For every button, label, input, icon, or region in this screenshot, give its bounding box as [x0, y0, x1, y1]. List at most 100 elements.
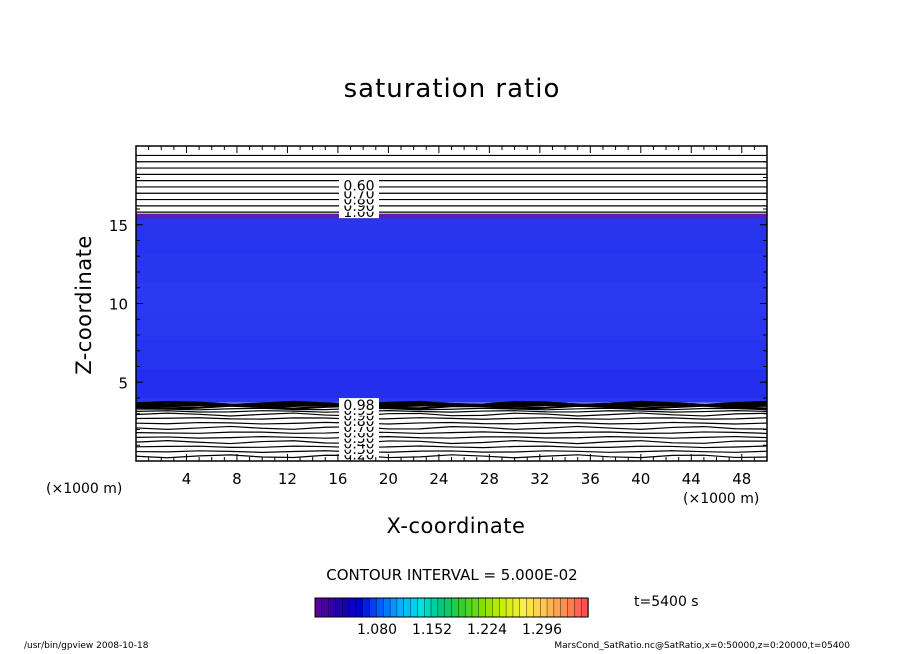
- y-axis-label: Z-coordinate: [72, 235, 96, 375]
- time-label: t=5400 s: [634, 594, 699, 610]
- colorbar-cell: [321, 597, 330, 618]
- colorbar-cell: [560, 597, 569, 618]
- contour-line: [136, 400, 767, 406]
- colorbar-cell: [376, 597, 384, 618]
- x-tick-label: 20: [379, 470, 398, 488]
- y-tick-label: 15: [109, 217, 128, 235]
- colorbar-cell: [526, 597, 535, 618]
- colorbar-cell: [574, 597, 582, 618]
- fill-sub-band: [136, 369, 767, 398]
- contour-line: [136, 421, 767, 425]
- contour-line: [136, 445, 767, 449]
- contour-line: [136, 417, 767, 420]
- colorbar-cell: [335, 597, 344, 618]
- colorbar-cell: [328, 597, 337, 618]
- colorbar-label: 1.296: [522, 622, 562, 638]
- contour-label: 0.60: [343, 178, 374, 194]
- colorbar-cell: [512, 597, 521, 618]
- colorbar-cell: [519, 597, 528, 618]
- contour-label-bg: [339, 398, 379, 412]
- colorbar-cell: [424, 597, 432, 618]
- x-tick-label: 12: [278, 470, 297, 488]
- contour-label-bg: [339, 178, 379, 192]
- x-tick-label: 40: [631, 470, 650, 488]
- fill-sub-band: [136, 311, 767, 341]
- x-tick-label: 16: [328, 470, 347, 488]
- colorbar: 1.080 1.152 1.224 1.296: [314, 597, 589, 638]
- colorbar-cell: [580, 597, 589, 618]
- fill-sub-band: [136, 224, 767, 254]
- colorbar-cell: [369, 597, 378, 618]
- colorbar-cell: [485, 597, 494, 618]
- x-tick-label: 36: [581, 470, 600, 488]
- colorbar-cell: [403, 597, 412, 618]
- colorbar-cell: [314, 597, 323, 618]
- colorbar-cell: [464, 597, 473, 618]
- colorbar-cell: [499, 597, 507, 618]
- x-tick-label: 44: [682, 470, 701, 488]
- colorbar-cell: [451, 597, 460, 618]
- fill-top-edge: [136, 213, 767, 217]
- contour-line: [136, 450, 767, 453]
- x-tick-label: 32: [530, 470, 549, 488]
- contour-line: [136, 425, 767, 431]
- fill-top-edge-2: [136, 216, 767, 220]
- colorbar-cell: [396, 597, 405, 618]
- contour-line: [136, 412, 767, 417]
- colorbar-label: 1.224: [467, 622, 507, 638]
- colorbar-cell: [389, 597, 398, 618]
- x-tick-label: 4: [182, 470, 192, 488]
- colorbar-cell: [492, 597, 500, 618]
- y-tick-label: 10: [109, 296, 128, 314]
- fill-sub-band: [136, 340, 767, 370]
- colorbar-label: 1.080: [357, 622, 397, 638]
- colorbar-cell: [342, 597, 350, 618]
- contour-lines: [136, 154, 767, 459]
- colorbar-cell: [546, 597, 555, 618]
- fill-sub-band: [136, 282, 767, 312]
- x-unit-right: (×1000 m): [683, 491, 760, 507]
- contour-line: [136, 454, 767, 459]
- contour-line: [136, 435, 767, 439]
- colorbar-cell: [410, 597, 419, 618]
- x-tick-label: 8: [232, 470, 242, 488]
- colorbar-cell: [471, 597, 480, 618]
- footer-left: /usr/bin/gpview 2008-10-18: [24, 641, 149, 651]
- contour-line: [136, 431, 767, 435]
- colorbar-cell: [478, 597, 487, 618]
- x-tick-label: 28: [480, 470, 499, 488]
- colorbar-cell: [430, 597, 439, 618]
- contour-interval: CONTOUR INTERVAL = 5.000E-02: [326, 566, 578, 584]
- colorbar-cell: [505, 597, 514, 618]
- footer-right: MarsCond_SatRatio.nc@SatRatio,x=0:50000,…: [554, 641, 850, 651]
- contour-labels: 1.000.900.800.700.600.200.300.400.500.60…: [339, 178, 379, 464]
- colorbar-cell: [383, 597, 391, 618]
- contour-line: [136, 407, 767, 411]
- fill-sub-band: [136, 253, 767, 283]
- x-tick-label: 48: [732, 470, 751, 488]
- contour-line: [136, 409, 767, 413]
- colorbar-cell: [458, 597, 466, 618]
- chart-title: saturation ratio: [343, 74, 561, 104]
- contour-fill: [136, 213, 767, 403]
- colorbar-cell: [437, 597, 446, 618]
- colorbar-label: 1.152: [412, 622, 452, 638]
- colorbar-cell: [444, 597, 453, 618]
- contour-line: [136, 439, 767, 445]
- colorbar-cell: [348, 597, 357, 618]
- y-tick-label: 5: [118, 374, 128, 392]
- colorbar-cell: [355, 597, 364, 618]
- x-unit-left: (×1000 m): [46, 481, 123, 497]
- colorbar-cell: [540, 597, 548, 618]
- colorbar-cell: [533, 597, 541, 618]
- x-tick-label: 24: [429, 470, 448, 488]
- colorbar-cell: [417, 597, 425, 618]
- colorbar-cell: [567, 597, 576, 618]
- contour-label: 0.98: [343, 398, 374, 414]
- colorbar-cell: [362, 597, 371, 618]
- colorbar-frame: [314, 597, 589, 618]
- colorbar-cell: [553, 597, 562, 618]
